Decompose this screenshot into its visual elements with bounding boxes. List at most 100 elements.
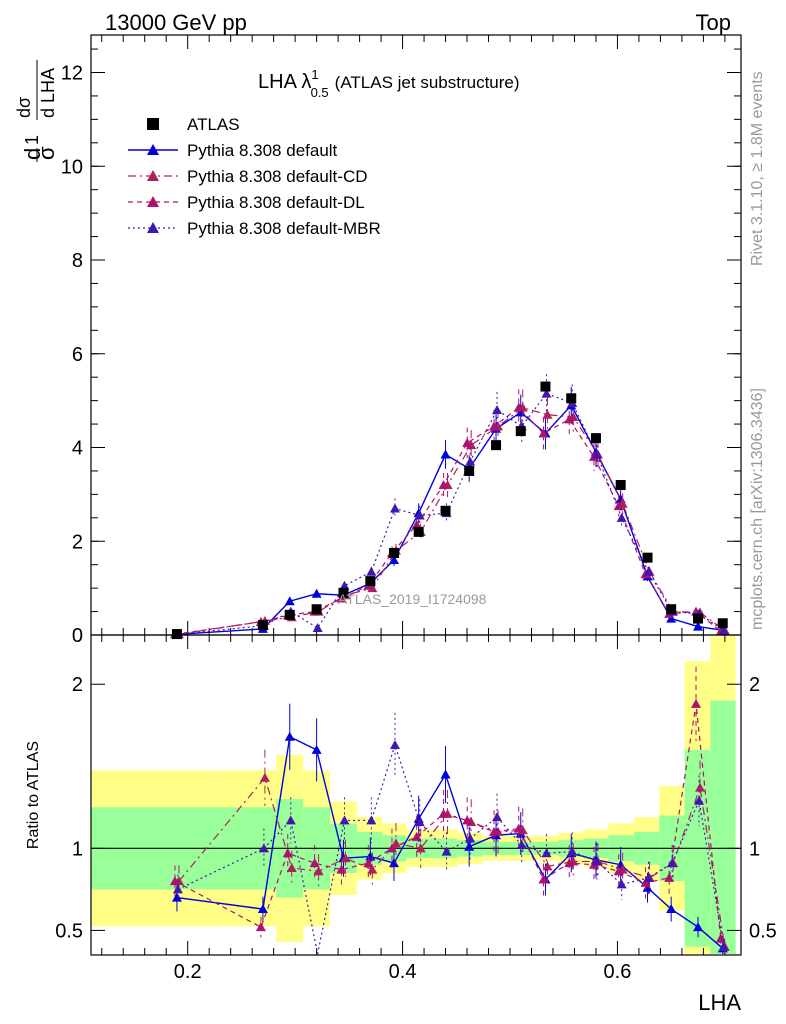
legend-marker xyxy=(147,170,159,181)
ratio-y-tick-label: 0.5 xyxy=(55,920,83,942)
ratio-mc-marker xyxy=(438,808,449,818)
ratio-mc-marker xyxy=(492,812,503,822)
ratio-mc-marker xyxy=(411,831,422,841)
main-mc-marker xyxy=(336,593,347,603)
ratio-y-tick-label: 1 xyxy=(72,838,83,860)
legend-label: ATLAS xyxy=(187,115,240,134)
main-y-tick-label: 10 xyxy=(61,156,83,178)
ratio-panel-frame xyxy=(90,634,742,956)
ratio-mc-marker xyxy=(386,843,397,853)
inner-band-bin xyxy=(710,700,736,954)
ratio-mc-marker xyxy=(465,833,476,843)
legend: ATLAS Pythia 8.308 default Pythia 8.308 de… xyxy=(128,115,381,238)
ratio-mc-marker xyxy=(616,879,627,889)
main-mc-marker xyxy=(541,388,552,398)
main-mc-marker xyxy=(538,428,549,438)
main-mc-marker xyxy=(284,596,295,606)
legend-marker xyxy=(147,196,159,207)
ratio-mc-marker xyxy=(257,904,268,914)
header-channel-label: Top xyxy=(696,10,731,35)
ratio-mc-marker xyxy=(640,877,651,887)
main-mc-marker xyxy=(693,621,704,631)
ratio-mc-marker xyxy=(285,815,296,825)
atlas-data-marker xyxy=(491,440,502,451)
main-mc-marker xyxy=(414,510,425,520)
main-mc-marker xyxy=(440,449,451,459)
atlas-data-marker xyxy=(338,587,349,598)
main-y-tick-label: 0 xyxy=(72,625,83,647)
ratio-y-tick-label-right: 2 xyxy=(749,674,760,696)
ratio-y-tick-label-right: 0.5 xyxy=(749,920,777,942)
legend-atlas-marker xyxy=(147,118,159,130)
ratio-mc-marker xyxy=(258,843,269,853)
atlas-data-marker xyxy=(365,576,376,587)
ratio-mc-marker xyxy=(336,864,347,874)
atlas-data-marker xyxy=(590,433,601,444)
main-mc-marker xyxy=(542,409,553,419)
ratio-mc-marker xyxy=(541,848,552,858)
ratio-mc-marker xyxy=(542,861,553,871)
ratio-y-axis-title: Ratio to ATLAS xyxy=(25,741,42,849)
legend-marker xyxy=(147,222,159,233)
ratio-mc-marker xyxy=(284,731,295,741)
ratio-mc-marker xyxy=(390,838,401,848)
ratio-mc-marker xyxy=(591,856,602,866)
x-tick-label: 0.2 xyxy=(174,961,202,983)
main-mc-marker xyxy=(388,555,399,564)
main-mc-marker xyxy=(613,501,624,511)
main-mc-marker xyxy=(466,440,477,450)
main-mc-marker xyxy=(366,566,377,576)
ratio-mc-marker xyxy=(339,815,350,825)
ratio-mc-marker xyxy=(367,864,378,874)
atlas-data-marker xyxy=(464,465,475,476)
atlas-data-marker xyxy=(540,381,551,392)
atlas-data-marker xyxy=(693,613,704,624)
uncertainty-bands xyxy=(91,636,736,954)
ratio-mc-marker xyxy=(340,853,351,863)
atlas-data-marker xyxy=(615,480,626,490)
main-y-tick-label: 8 xyxy=(72,250,83,272)
ratio-mc-marker xyxy=(664,872,675,882)
legend-label: Pythia 8.308 default-MBR xyxy=(187,219,381,238)
ratio-mc-marker xyxy=(489,826,500,836)
ratio-mc-marker xyxy=(169,876,180,886)
x-tick-label: 0.4 xyxy=(389,961,417,983)
ratio-mc-marker xyxy=(309,858,320,868)
ratio-mc-marker xyxy=(567,846,578,856)
ratio-mc-marker xyxy=(564,858,575,868)
mcplots-credit: mcplots.cern.ch [arXiv:1306.3436] xyxy=(749,388,766,630)
atlas-data-marker xyxy=(515,426,526,437)
atlas-data-marker xyxy=(257,620,268,631)
ratio-mc-marker xyxy=(695,782,706,792)
atlas-data-marker xyxy=(171,629,182,640)
svg-text:d LHA: d LHA xyxy=(38,68,58,118)
ratio-mc-marker xyxy=(666,904,677,914)
ratio-mc-marker xyxy=(462,815,473,825)
main-series-line xyxy=(177,392,725,635)
ratio-mc-marker xyxy=(691,698,702,708)
atlas-data-marker xyxy=(311,604,322,615)
ratio-mc-marker xyxy=(441,846,452,856)
svg-text:σ: σ xyxy=(34,146,59,160)
ratio-mc-marker xyxy=(259,772,270,782)
ratio-mc-marker xyxy=(415,843,426,853)
main-mc-marker xyxy=(311,588,322,598)
main-y-axis-title: dσ 1 dσ d LHA xyxy=(14,60,59,162)
atlas-data-marker xyxy=(717,618,728,629)
svg-text:1: 1 xyxy=(22,135,42,145)
ratio-mc-marker xyxy=(516,840,527,850)
rivet-credit: Rivet 3.1.10, ≥ 1.8M events xyxy=(749,71,766,266)
x-axis-title: LHA xyxy=(698,990,741,1015)
ratio-mc-marker xyxy=(286,863,297,873)
ratio-mc-marker xyxy=(643,872,654,882)
atlas-data-marker xyxy=(413,526,424,537)
main-mc-marker xyxy=(643,566,654,576)
ratio-mc-marker xyxy=(464,841,475,851)
main-y-tick-label: 2 xyxy=(72,531,83,553)
ratio-mc-marker xyxy=(613,866,624,876)
legend-label: Pythia 8.308 default xyxy=(187,141,338,160)
header-energy-label: 13000 GeV pp xyxy=(105,10,247,35)
main-mc-marker xyxy=(465,456,476,466)
